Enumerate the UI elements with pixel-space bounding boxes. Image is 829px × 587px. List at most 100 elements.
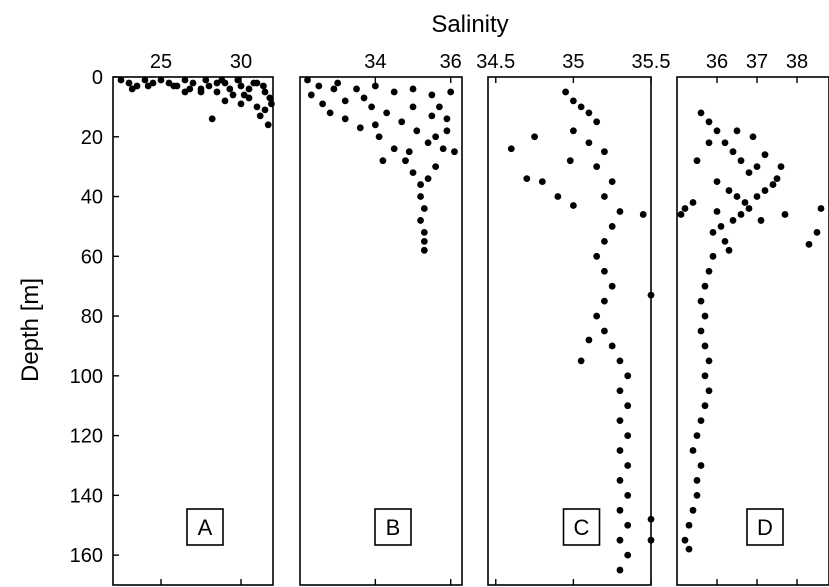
panel-a: 25 30 A — [112, 51, 275, 586]
data-point — [616, 477, 624, 484]
data-point — [745, 205, 753, 212]
data-point — [356, 124, 364, 132]
data-point — [315, 82, 323, 90]
data-point — [616, 566, 624, 574]
data-point — [189, 79, 197, 87]
data-point — [725, 246, 733, 254]
data-point — [213, 88, 221, 96]
panel-d: 36 37 38 D — [676, 51, 829, 586]
data-point — [261, 106, 269, 114]
data-point — [554, 193, 562, 200]
data-point — [616, 506, 624, 514]
data-point — [608, 342, 616, 350]
data-point — [432, 133, 440, 141]
data-point — [761, 187, 769, 194]
data-point — [741, 199, 749, 206]
panel-label: A — [198, 515, 213, 540]
data-point — [616, 357, 624, 365]
data-point — [721, 139, 729, 147]
data-point — [733, 127, 741, 135]
data-point — [221, 97, 229, 105]
data-point — [245, 85, 253, 93]
data-point — [601, 267, 608, 275]
data-point — [725, 187, 733, 194]
data-point — [729, 148, 737, 156]
data-point — [624, 462, 632, 469]
data-point — [237, 82, 245, 90]
data-point — [689, 199, 697, 206]
data-point — [601, 327, 608, 335]
data-point — [256, 112, 264, 120]
data-point — [125, 79, 133, 87]
data-point — [507, 145, 515, 153]
data-point — [689, 447, 697, 454]
panel-b: 34 36 B — [299, 51, 463, 586]
data-point — [420, 228, 428, 236]
data-point — [757, 217, 765, 224]
data-point — [268, 100, 275, 108]
data-point — [616, 536, 624, 544]
data-point — [417, 193, 424, 200]
data-point — [585, 139, 593, 147]
data-point — [181, 88, 189, 96]
data-point — [424, 175, 432, 183]
data-point — [781, 211, 789, 218]
data-point — [817, 205, 825, 212]
data-point — [701, 372, 709, 380]
data-point — [170, 82, 178, 90]
y-tick-label: 40 — [81, 187, 103, 209]
data-point — [616, 417, 624, 425]
data-point — [566, 157, 574, 165]
y-axis-title: Depth [m] — [17, 278, 44, 382]
data-point — [447, 88, 455, 96]
y-tick-label: 0 — [92, 67, 103, 89]
data-point — [435, 103, 443, 111]
data-point — [717, 223, 725, 230]
data-point — [319, 100, 327, 108]
x-tick-label: 30 — [230, 51, 252, 73]
data-point — [585, 336, 593, 344]
data-point — [360, 94, 368, 102]
data-point — [624, 372, 632, 380]
data-point — [128, 85, 136, 93]
data-point — [713, 208, 721, 215]
data-point — [144, 82, 152, 90]
x-tick-label: 35 — [562, 51, 584, 73]
data-point — [677, 211, 685, 218]
data-point — [334, 79, 342, 87]
data-point — [737, 157, 745, 165]
data-point — [769, 181, 777, 188]
data-point — [745, 169, 753, 177]
data-point — [181, 76, 189, 84]
data-point — [705, 118, 713, 126]
data-point — [585, 109, 593, 117]
data-point — [624, 432, 632, 439]
data-point — [593, 163, 601, 171]
data-point — [616, 447, 624, 454]
data-point — [697, 327, 705, 335]
data-point — [777, 163, 785, 171]
data-point — [737, 211, 745, 218]
data-point — [773, 175, 781, 183]
panel-label-box — [562, 508, 601, 546]
panel-label: D — [757, 515, 773, 540]
data-point — [569, 97, 577, 105]
x-tick-label: 36 — [440, 51, 462, 73]
data-point — [705, 387, 713, 395]
data-point — [713, 178, 721, 185]
data-point — [813, 228, 821, 236]
data-point — [685, 545, 693, 553]
y-axis: 0 20 40 60 80 100 120 140 160 — [70, 67, 119, 567]
panel-frame — [112, 76, 274, 586]
x-tick-label: 35.5 — [632, 51, 671, 73]
data-point — [341, 115, 349, 123]
data-point — [420, 246, 428, 254]
data-point — [753, 193, 761, 200]
data-point — [264, 121, 272, 129]
data-point — [390, 145, 398, 153]
data-point — [379, 157, 387, 165]
data-point — [443, 127, 451, 135]
data-point — [326, 109, 334, 117]
data-point — [693, 157, 701, 165]
